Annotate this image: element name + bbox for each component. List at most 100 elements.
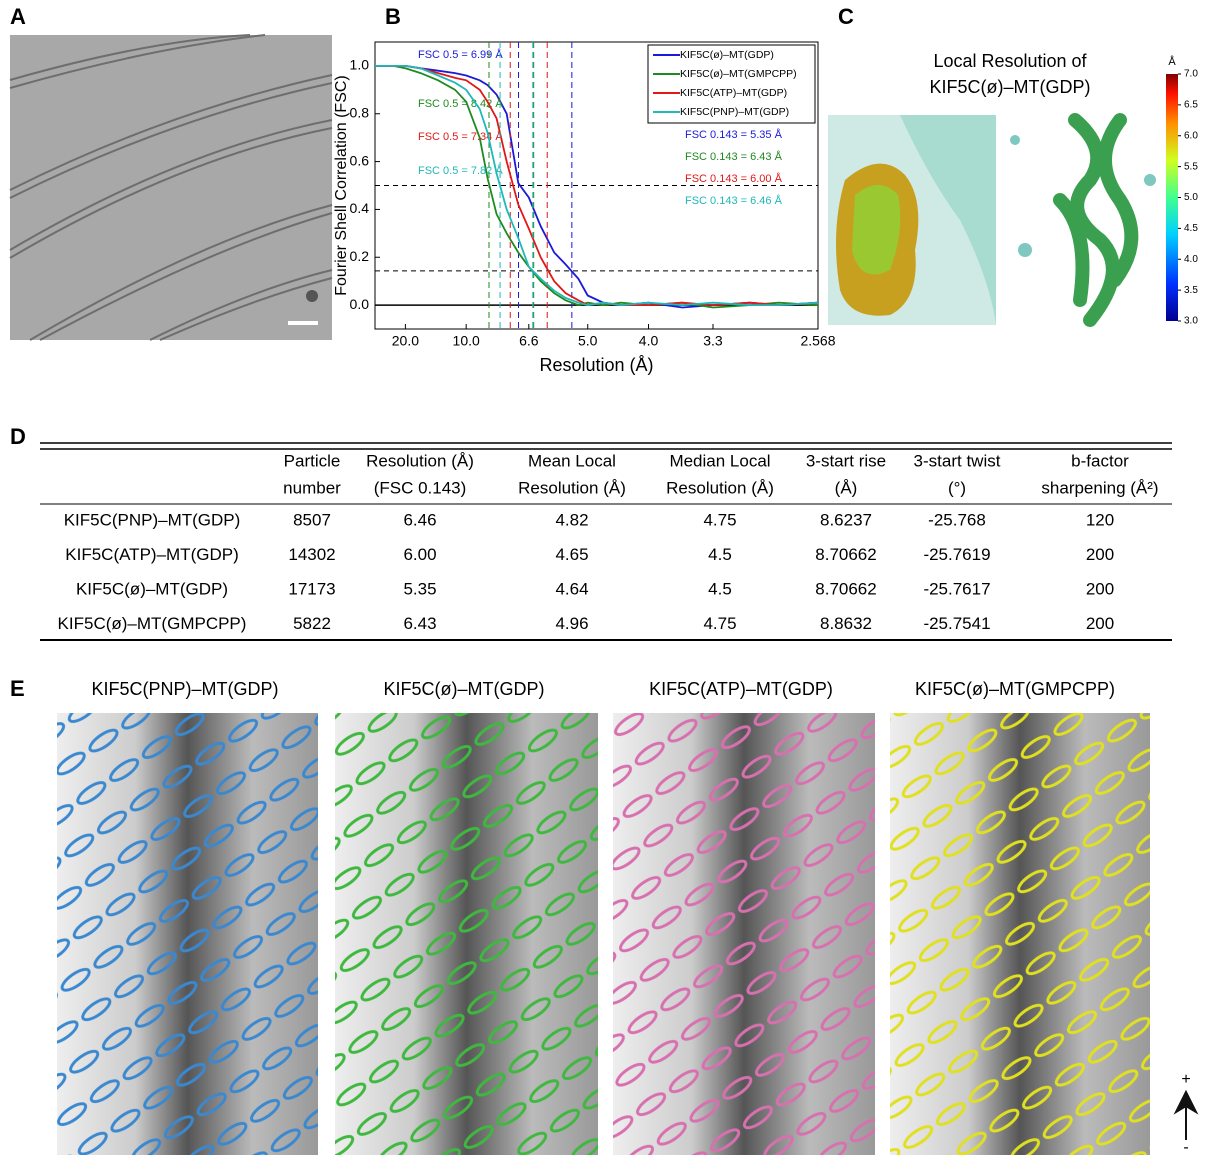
table-cell: 8.8632 [820, 614, 872, 633]
legend-entry: KIF5C(ø)–MT(GDP) [680, 49, 774, 61]
map-title: KIF5C(ø)–MT(GDP) [930, 77, 1091, 97]
table-cell: -25.7541 [923, 614, 990, 633]
table-cell: 200 [1086, 545, 1114, 564]
x-tick-label: 4.0 [639, 333, 659, 349]
table-header: Resolution (Å) [366, 451, 474, 470]
fsc0143-annotation: FSC 0.143 = 6.00 Å [685, 172, 783, 185]
table-header: (Å) [835, 478, 858, 497]
colorbar-tick-label: 6.0 [1184, 130, 1198, 141]
table-cell: 6.00 [403, 545, 436, 564]
table-cell: -25.7617 [923, 579, 990, 598]
table-cell: 8.70662 [815, 545, 876, 564]
fsc0143-annotation: FSC 0.143 = 5.35 Å [685, 128, 783, 141]
y-tick-label: 0.6 [350, 152, 370, 168]
table-header: Resolution (Å) [518, 478, 626, 497]
panel-label: D [10, 424, 26, 449]
fsc-curve [375, 65, 819, 307]
fsc05-annotation: FSC 0.5 = 6.99 Å [418, 48, 503, 61]
micrograph [9, 34, 333, 341]
table-cell: KIF5C(ø)–MT(GMPCPP) [58, 614, 247, 633]
panel-label: E [10, 676, 25, 701]
structure-label: KIF5C(ø)–MT(GDP) [384, 679, 545, 699]
map-title: Local Resolution of [933, 51, 1087, 71]
table-header: sharpening (Å²) [1041, 478, 1158, 497]
table-cell: 4.5 [708, 579, 732, 598]
structure-label: KIF5C(PNP)–MT(GDP) [91, 679, 278, 699]
y-tick-label: 1.0 [350, 57, 370, 73]
table-cell: 4.5 [708, 545, 732, 564]
table-cell: KIF5C(PNP)–MT(GDP) [64, 510, 241, 529]
table-header: Median Local [669, 451, 770, 470]
colorbar-tick-label: 4.5 [1184, 223, 1198, 234]
y-tick-label: 0.0 [350, 296, 370, 312]
table-header: 3-start twist [914, 451, 1001, 470]
table-header: b-factor [1071, 451, 1129, 470]
fsc-curve [375, 65, 819, 309]
table-cell: 4.65 [555, 545, 588, 564]
structure-label: KIF5C(ø)–MT(GMPCPP) [915, 679, 1115, 699]
fsc0143-annotation: FSC 0.143 = 6.43 Å [685, 150, 783, 163]
table-cell: 4.75 [703, 614, 736, 633]
x-tick-label: 10.0 [453, 333, 480, 349]
table-cell: 120 [1086, 510, 1114, 529]
local-resolution-map [828, 74, 1178, 327]
table-header: (FSC 0.143) [374, 478, 467, 497]
panel-label: C [838, 4, 854, 29]
structure-images [57, 713, 1199, 1155]
legend-entry: KIF5C(ø)–MT(GMPCPP) [680, 68, 797, 80]
y-tick-label: 0.8 [350, 104, 370, 120]
table-header: 3-start rise [806, 451, 886, 470]
legend-box [647, 44, 816, 124]
colorbar-tick-label: 6.5 [1184, 100, 1198, 111]
colorbar-tick-label: 3.5 [1184, 285, 1198, 296]
table-cell: 4.82 [555, 510, 588, 529]
x-tick-label: 5.0 [578, 333, 598, 349]
table-cell: 8507 [293, 510, 331, 529]
y-tick-label: 0.2 [350, 248, 370, 264]
panel-label: B [385, 4, 401, 29]
table-rules [40, 442, 1172, 641]
table-cell: -25.7619 [923, 545, 990, 564]
table-cell: KIF5C(ATP)–MT(GDP) [65, 545, 238, 564]
table-cell: -25.768 [928, 510, 986, 529]
colorbar-tick-label: 4.0 [1184, 254, 1198, 265]
colorbar-tick-label: 3.0 [1184, 316, 1198, 327]
x-tick-label: 6.6 [519, 333, 539, 349]
fsc05-annotation: FSC 0.5 = 7.82 Å [418, 164, 503, 177]
colorbar-unit: Å [1168, 55, 1176, 68]
orientation-minus: - [1183, 1139, 1188, 1155]
table-cell: 6.46 [403, 510, 436, 529]
fsc-curve [375, 65, 819, 307]
table-cell: 8.70662 [815, 579, 876, 598]
x-axis-label: Resolution (Å) [539, 355, 653, 375]
table-cell: 5.35 [403, 579, 436, 598]
legend-entry: KIF5C(PNP)–MT(GDP) [680, 106, 789, 118]
fsc05-annotation: FSC 0.5 = 8.42 Å [418, 97, 503, 110]
table-cell: 17173 [288, 579, 335, 598]
table-cell: 5822 [293, 614, 331, 633]
y-axis-label: Fourier Shell Correlation (FSC) [333, 75, 350, 296]
table-cell: 4.64 [555, 579, 588, 598]
colorbar-tick-label: 7.0 [1184, 69, 1198, 80]
table-cell: 4.96 [555, 614, 588, 633]
table-cell: 8.6237 [820, 510, 872, 529]
y-tick-label: 0.4 [350, 200, 370, 216]
table-header: (°) [948, 478, 966, 497]
fsc0143-annotation: FSC 0.143 = 6.46 Å [685, 194, 783, 207]
colorbar-tick-label: 5.0 [1184, 192, 1198, 203]
fsc05-annotation: FSC 0.5 = 7.34 Å [418, 130, 503, 143]
table-cell: 200 [1086, 614, 1114, 633]
table-cell: 200 [1086, 579, 1114, 598]
table-cell: 6.43 [403, 614, 436, 633]
table-cell: KIF5C(ø)–MT(GDP) [76, 579, 228, 598]
x-tick-label: 20.0 [392, 333, 419, 349]
orientation-plus: + [1181, 1071, 1190, 1088]
table-cell: 4.75 [703, 510, 736, 529]
panel-label: A [10, 4, 26, 29]
table-header: Particle [284, 451, 341, 470]
table-header: Resolution (Å) [666, 478, 774, 497]
colorbar-tick-label: 5.5 [1184, 161, 1198, 172]
legend-entry: KIF5C(ATP)–MT(GDP) [680, 87, 787, 99]
table-header: number [283, 478, 341, 497]
